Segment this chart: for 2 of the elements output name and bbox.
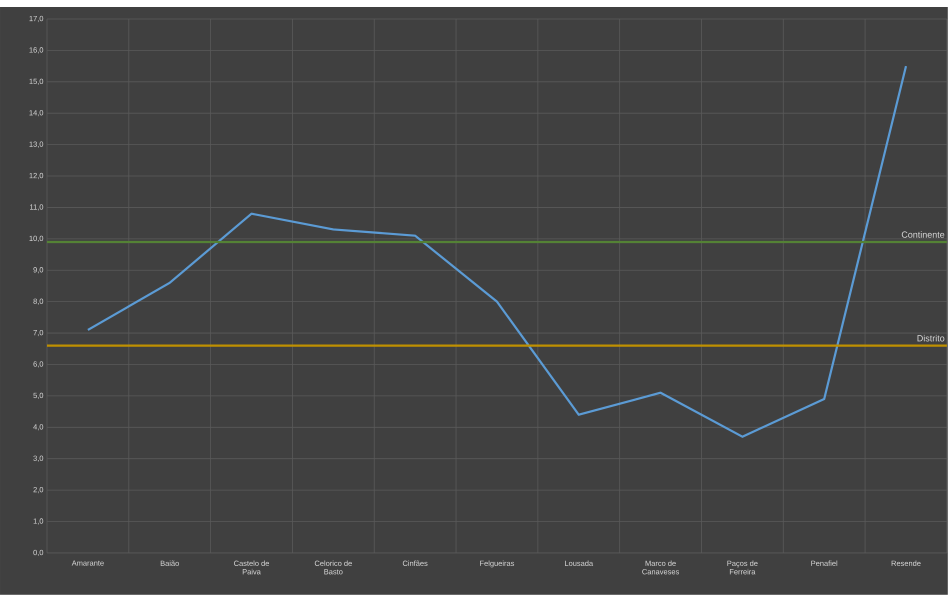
ref-line-label: Continente <box>902 231 944 238</box>
ref-line-label: Distrito <box>918 334 944 342</box>
